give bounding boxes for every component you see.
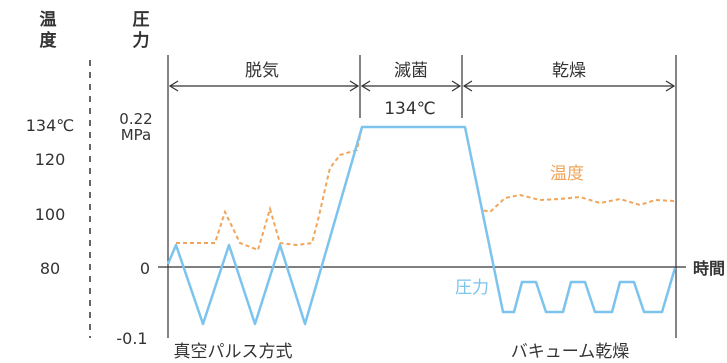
- temperature-curve-label: 温度: [550, 164, 584, 184]
- time-axis-label: 時間: [693, 259, 725, 278]
- vacuum-pulse-method-label: 真空パルス方式: [174, 342, 293, 362]
- temperature-tick-80: 80: [40, 259, 60, 278]
- pressure-axis-title-char-2: 力: [133, 30, 150, 51]
- pressure-tick-minus-0-1: -0.1: [116, 329, 147, 348]
- dry-phase-arrow: [462, 80, 676, 92]
- pressure-tick-0: 0: [140, 259, 150, 278]
- phase-label-dry: 乾燥: [552, 61, 586, 81]
- temperature-tick-120: 120: [35, 150, 66, 169]
- phase-label-sterilize: 滅菌: [394, 61, 428, 81]
- temperature-tick-100: 100: [35, 205, 66, 224]
- temperature-tick-134: 134℃: [26, 116, 75, 135]
- temperature-curve: [176, 126, 676, 252]
- temperature-axis-title-char-2: 度: [40, 30, 58, 51]
- temperature-axis-title-char-1: 温: [40, 10, 57, 30]
- plateau-temperature-label: 134℃: [384, 99, 436, 119]
- pressure-curve-label: 圧力: [455, 278, 489, 298]
- pressure-axis-title-char-1: 圧: [133, 10, 150, 30]
- pressure-unit-mpa: MPa: [121, 126, 152, 144]
- vacuum-drying-label: バキューム乾燥: [511, 342, 630, 362]
- phase-label-degas: 脱気: [245, 61, 279, 81]
- degas-phase-arrow: [168, 80, 360, 92]
- pressure-curve: [166, 125, 677, 326]
- pressure-tick-0-22: 0.22: [119, 110, 152, 128]
- sterilize-phase-arrow: [360, 80, 462, 92]
